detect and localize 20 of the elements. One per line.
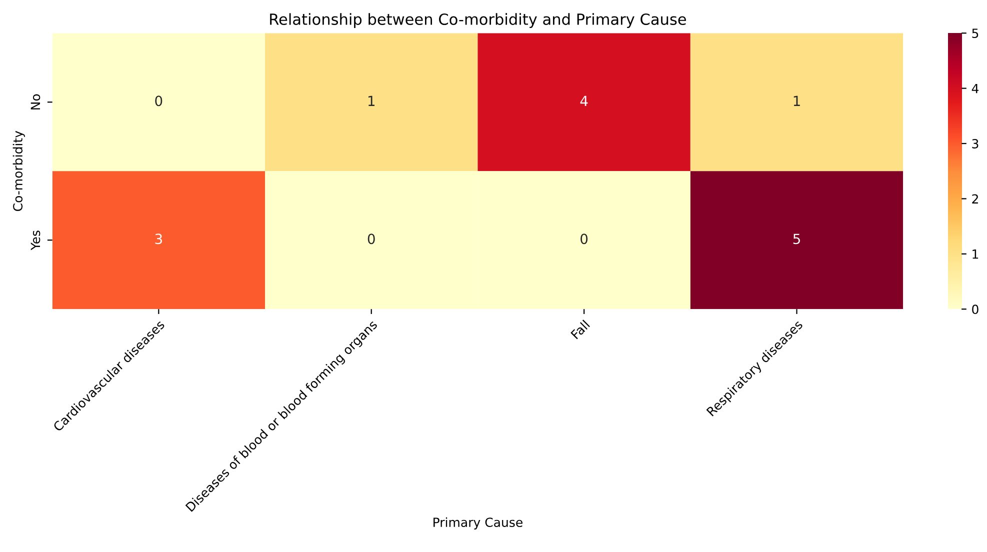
data-label: 4 — [580, 96, 588, 106]
data-label: 1 — [794, 96, 800, 106]
color-bar-label: 0 — [972, 304, 978, 314]
data-label: 0 — [580, 234, 588, 244]
y-tick-label: No — [30, 94, 40, 110]
chart-title: Relationship between Co-morbidity and Primary Cause — [270, 13, 686, 28]
color-bar-label: 2 — [972, 194, 978, 204]
y-tick-label: Yes — [30, 230, 40, 250]
data-label: 0 — [155, 96, 162, 106]
data-label: 3 — [155, 234, 162, 244]
x-axis-title: Primary Cause — [434, 517, 522, 530]
y-axis-title: Co-morbidity — [12, 130, 25, 212]
color-bar-label: 3 — [972, 138, 978, 148]
x-tick-label: Fall — [570, 320, 590, 340]
data-label: 5 — [793, 234, 800, 244]
data-label: 1 — [368, 96, 374, 106]
data-label: 0 — [368, 234, 375, 244]
color-bar-label: 4 — [972, 84, 979, 94]
color-bar-label: 1 — [972, 250, 978, 259]
color-bar-label: 5 — [972, 28, 978, 38]
